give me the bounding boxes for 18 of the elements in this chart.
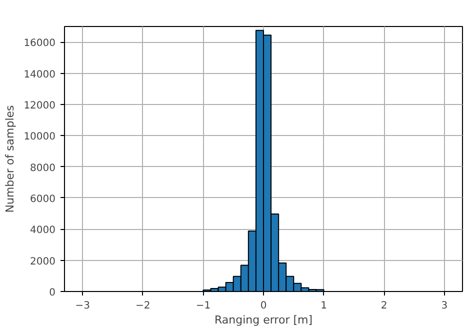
y-tick-label: 2000 [30,256,56,268]
y-tick-label: 10000 [24,132,56,143]
y-tick-label: 0 [49,288,56,298]
y-axis-title: Number of samples [4,104,17,213]
y-tick-label: 16000 [24,38,56,50]
x-tick-label: 3 [441,300,448,312]
x-axis-title: Ranging error [m] [214,314,313,326]
y-tick-label: 14000 [24,69,56,80]
y-tick-label: 12000 [24,100,56,112]
x-tick-label: −2 [136,300,150,312]
y-tick-label: 4000 [30,225,56,236]
x-tick-label: 0 [260,300,267,312]
x-tick-label: 2 [380,300,388,312]
y-tick-label: 8000 [30,162,56,174]
x-tick-label: −3 [75,300,90,312]
y-tick-label: 6000 [30,194,56,205]
x-tick-label: 1 [320,300,327,312]
x-tick-label: −1 [196,300,211,312]
